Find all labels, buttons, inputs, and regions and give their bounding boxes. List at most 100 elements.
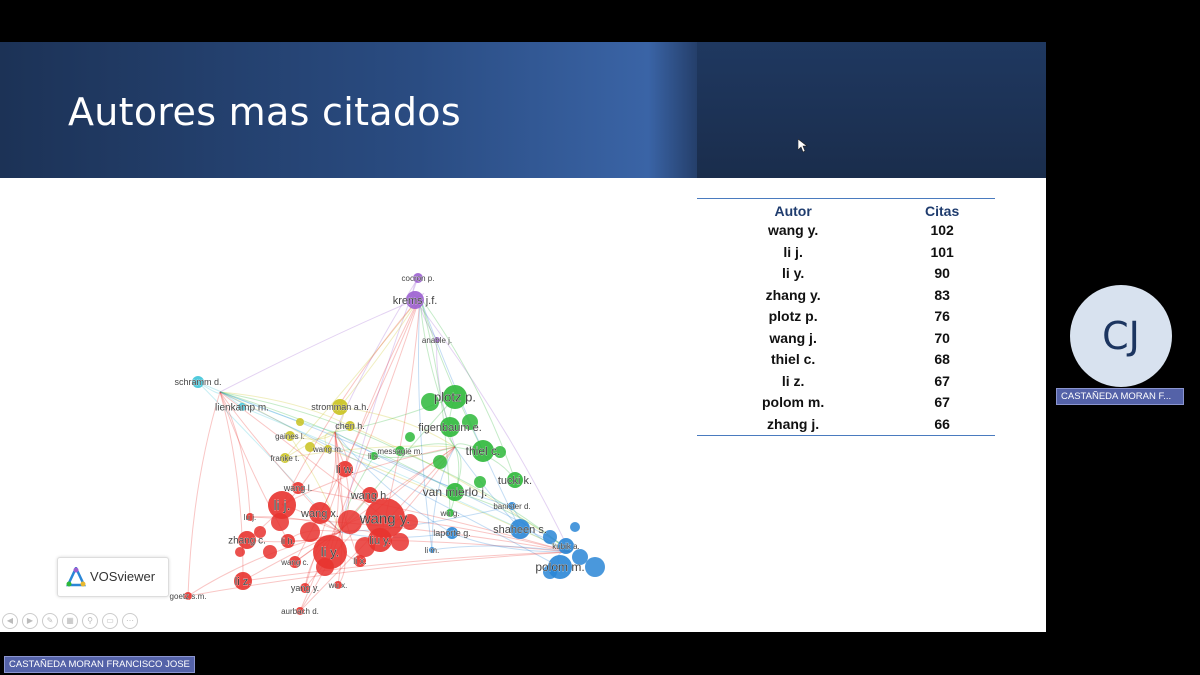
network-node-label: yang y.: [291, 583, 319, 593]
citations-cell: 83: [934, 286, 950, 303]
network-node-label: li z.: [235, 576, 252, 588]
network-node: [254, 526, 266, 538]
network-node-label: zhang c.: [228, 536, 266, 547]
network-node: [440, 417, 460, 437]
network-node: [313, 535, 347, 569]
network-node: [365, 498, 405, 538]
network-node-label: tucki k.: [498, 475, 532, 487]
author-cell: li y.: [781, 265, 805, 281]
network-node: [368, 528, 392, 552]
network-edge: [334, 431, 361, 562]
more-options-icon[interactable]: ⋯: [122, 613, 138, 629]
network-node: [292, 482, 304, 494]
network-edge: [334, 277, 419, 433]
network-edge: [289, 435, 341, 533]
column-header-citas: Citas: [889, 198, 995, 220]
participant-avatar[interactable]: CJ: [1070, 285, 1172, 387]
network-node: [338, 510, 362, 534]
network-edge: [281, 296, 421, 506]
network-edges: [187, 277, 575, 612]
network-node-label: thiel c.: [466, 444, 501, 458]
network-node: [405, 432, 415, 442]
table-row: li y. 90: [697, 263, 995, 285]
network-node: [434, 337, 440, 343]
coauthor-network-graph: cocron p. krems j.f. anable j. schramm d. li…: [169, 273, 605, 616]
network-node: [309, 502, 331, 524]
network-node-label: goetz s.m.: [170, 592, 207, 601]
network-node: [305, 442, 315, 452]
network-node: [558, 538, 574, 554]
slide-controls: ◀ ▶ ✎ ▦ ⚲ ▭ ⋯: [2, 613, 138, 629]
network-edge: [219, 391, 244, 582]
citations-cell: 101: [930, 243, 954, 260]
network-node: [234, 572, 252, 590]
network-edge: [219, 299, 416, 393]
network-edge: [339, 505, 513, 533]
network-node-label: lienkamp m.: [215, 403, 269, 414]
network-edge: [197, 381, 336, 433]
vosviewer-badge: VOSviewer: [57, 557, 169, 597]
network-node-label: figenbaum e.: [418, 422, 482, 434]
network-edge: [284, 431, 336, 459]
table-row: wang j. 70: [697, 328, 995, 350]
citations-cell: 68: [934, 351, 950, 367]
network-node: [413, 273, 423, 283]
network-edge: [219, 391, 386, 519]
network-node: [572, 549, 588, 565]
author-cell: plotz p.: [768, 308, 818, 324]
network-node-label: wang l.: [283, 483, 313, 493]
network-edge: [297, 487, 571, 553]
network-node-label: li h.: [281, 536, 295, 546]
network-edge: [419, 296, 484, 452]
network-node: [543, 530, 557, 544]
network-node: [235, 547, 245, 557]
network-node: [585, 557, 605, 577]
pen-icon[interactable]: ✎: [42, 613, 58, 629]
next-slide-icon[interactable]: ▶: [22, 613, 38, 629]
previous-slide-icon[interactable]: ◀: [2, 613, 18, 629]
table-row: zhang j. 66: [697, 413, 995, 436]
network-node-label: anable j.: [422, 336, 452, 345]
network-node-label: wang x.: [300, 508, 339, 520]
mouse-cursor-icon: [797, 138, 808, 158]
network-node-label: li j.: [273, 497, 290, 513]
network-node-label: li m.: [425, 546, 440, 555]
participant-name-tag: CASTAÑEDA MORAN F...: [1056, 388, 1184, 405]
network-edge: [334, 396, 456, 433]
network-node-label: schramm d.: [174, 377, 221, 387]
network-edge: [284, 296, 421, 459]
network-edge: [249, 516, 571, 553]
network-edge: [219, 391, 243, 408]
network-edge: [339, 296, 421, 408]
network-node: [285, 431, 295, 441]
table-header-row: Autor Citas: [697, 198, 995, 220]
network-node: [370, 452, 378, 460]
table-row: zhang y. 83: [697, 285, 995, 307]
network-edge: [249, 516, 341, 533]
author-cell: wang y.: [767, 222, 819, 238]
network-node: [192, 376, 204, 388]
network-node-label: wang c.: [280, 558, 309, 567]
zoom-icon[interactable]: ⚲: [82, 613, 98, 629]
network-node: [332, 399, 348, 415]
author-cell: polom m.: [762, 394, 825, 410]
table-row: wang y. 102: [697, 220, 995, 242]
network-node: [472, 440, 494, 462]
network-node: [184, 592, 192, 600]
citations-cell: 66: [889, 413, 995, 436]
author-cell: li j.: [783, 243, 803, 260]
network-edge: [187, 551, 571, 597]
network-node: [446, 509, 454, 517]
vosviewer-label: VOSviewer: [90, 569, 156, 584]
see-all-slides-icon[interactable]: ▦: [62, 613, 78, 629]
avatar-initials: CJ: [1102, 314, 1140, 358]
subtitles-icon[interactable]: ▭: [102, 613, 118, 629]
network-edge: [219, 391, 251, 518]
network-node: [296, 418, 304, 426]
network-node-label: shaheen s.: [493, 524, 547, 536]
network-node: [433, 455, 447, 469]
network-edge: [219, 391, 456, 493]
network-edge: [219, 391, 561, 568]
network-node-label: van mierlo j.: [423, 485, 488, 499]
network-node-label: wang y.: [359, 510, 411, 527]
